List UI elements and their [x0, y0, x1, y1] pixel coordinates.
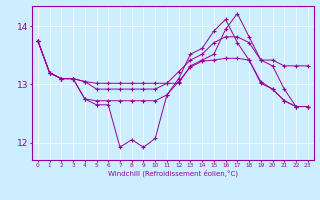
X-axis label: Windchill (Refroidissement éolien,°C): Windchill (Refroidissement éolien,°C) [108, 170, 238, 177]
